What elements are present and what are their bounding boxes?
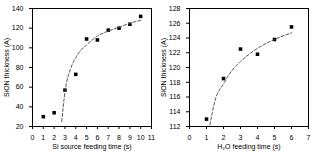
svg-text:9: 9 xyxy=(128,134,132,141)
svg-text:118: 118 xyxy=(169,78,180,85)
svg-text:126: 126 xyxy=(169,19,181,26)
svg-text:7: 7 xyxy=(307,134,311,141)
svg-text:100: 100 xyxy=(12,44,24,51)
svg-text:40: 40 xyxy=(16,103,24,110)
svg-text:124: 124 xyxy=(169,34,181,41)
svg-text:Si source feeding time (s): Si source feeding time (s) xyxy=(52,143,131,151)
svg-text:20: 20 xyxy=(16,123,24,130)
svg-text:4: 4 xyxy=(256,134,260,141)
svg-text:1: 1 xyxy=(41,134,45,141)
svg-text:7: 7 xyxy=(106,134,110,141)
svg-text:2: 2 xyxy=(52,134,56,141)
svg-text:5: 5 xyxy=(273,134,277,141)
svg-text:SiON thickness (A): SiON thickness (A) xyxy=(3,38,11,97)
svg-text:0: 0 xyxy=(31,134,35,141)
svg-text:120: 120 xyxy=(12,24,24,31)
svg-text:3: 3 xyxy=(239,134,243,141)
svg-text:0: 0 xyxy=(188,134,192,141)
svg-text:H₂O feeding time (s): H₂O feeding time (s) xyxy=(217,143,280,151)
svg-text:5: 5 xyxy=(85,134,89,141)
svg-text:3: 3 xyxy=(63,134,67,141)
svg-text:120: 120 xyxy=(169,64,181,71)
svg-text:122: 122 xyxy=(169,49,181,56)
svg-text:114: 114 xyxy=(169,108,180,115)
svg-text:6: 6 xyxy=(290,134,294,141)
svg-text:8: 8 xyxy=(117,134,121,141)
svg-text:116: 116 xyxy=(169,93,180,100)
svg-text:6: 6 xyxy=(95,134,99,141)
svg-text:128: 128 xyxy=(169,5,181,12)
svg-text:SiON thickness (A): SiON thickness (A) xyxy=(160,38,168,97)
svg-text:4: 4 xyxy=(74,134,78,141)
svg-text:60: 60 xyxy=(16,83,24,90)
svg-text:80: 80 xyxy=(16,64,24,71)
svg-text:10: 10 xyxy=(137,134,145,141)
svg-text:112: 112 xyxy=(169,123,180,130)
svg-text:140: 140 xyxy=(12,5,24,12)
svg-text:1: 1 xyxy=(205,134,209,141)
svg-text:11: 11 xyxy=(148,134,155,141)
svg-text:2: 2 xyxy=(222,134,226,141)
